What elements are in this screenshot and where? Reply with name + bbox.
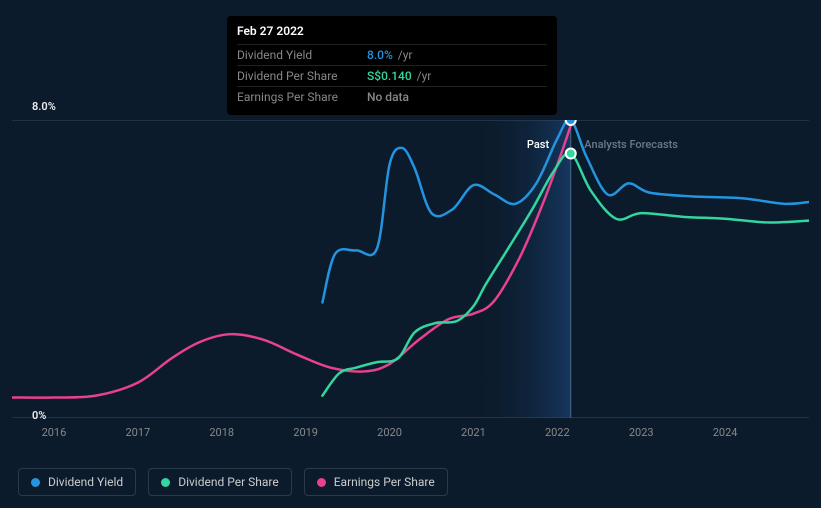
tooltip-row-value: No data <box>367 90 409 104</box>
tooltip-row: Dividend Per Share S$0.140 /yr <box>237 65 547 86</box>
past-label: Past <box>527 138 549 151</box>
x-tick: 2021 <box>461 426 486 439</box>
tooltip-date: Feb 27 2022 <box>237 24 547 44</box>
tooltip-row: Dividend Yield 8.0% /yr <box>237 44 547 65</box>
x-tick: 2019 <box>293 426 318 439</box>
tooltip-row-value: S$0.140 /yr <box>367 69 431 83</box>
x-tick: 2020 <box>377 426 402 439</box>
x-tick: 2018 <box>209 426 234 439</box>
chart-tooltip: Feb 27 2022 Dividend Yield8.0% /yrDivide… <box>227 16 557 115</box>
x-tick: 2024 <box>713 426 738 439</box>
x-tick: 2016 <box>42 426 67 439</box>
x-tick: 2022 <box>545 426 570 439</box>
tooltip-row-value: 8.0% /yr <box>367 48 412 62</box>
tooltip-row-label: Dividend Per Share <box>237 69 357 83</box>
y-axis-top-label: 8.0% <box>32 100 56 113</box>
legend-dot-icon <box>31 478 40 487</box>
legend-label: Dividend Yield <box>48 475 123 489</box>
legend-dot-icon <box>161 478 170 487</box>
legend-item[interactable]: Dividend Per Share <box>148 468 292 496</box>
chart-area: 8.0% 0% 2016 2017 2018 2019 2020 2021 2022 2023… <box>12 100 809 448</box>
legend-item[interactable]: Dividend Yield <box>18 468 136 496</box>
chart-legend: Dividend Yield Dividend Per Share Earnings… <box>18 468 448 496</box>
tooltip-row-label: Dividend Yield <box>237 48 357 62</box>
legend-label: Earnings Per Share <box>334 475 435 489</box>
legend-label: Dividend Per Share <box>178 475 279 489</box>
tooltip-row-label: Earnings Per Share <box>237 90 357 104</box>
legend-item[interactable]: Earnings Per Share <box>304 468 448 496</box>
y-axis-bottom-label: 0% <box>32 409 46 422</box>
x-axis: 2016 2017 2018 2019 2020 2021 2022 2023 2024 <box>12 426 809 448</box>
tooltip-row: Earnings Per Share No data <box>237 86 547 107</box>
forecast-label: Analysts Forecasts <box>584 138 678 151</box>
legend-dot-icon <box>317 478 326 487</box>
chart-plot <box>12 120 809 418</box>
x-tick: 2017 <box>125 426 150 439</box>
x-tick: 2023 <box>629 426 654 439</box>
